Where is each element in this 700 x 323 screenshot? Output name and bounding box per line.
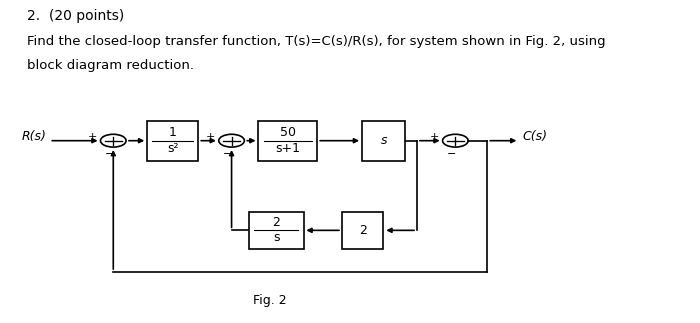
Text: −: − — [223, 149, 232, 159]
Text: +: + — [88, 132, 97, 142]
Text: s: s — [273, 231, 279, 244]
Text: 2.  (20 points): 2. (20 points) — [27, 9, 124, 23]
Text: s: s — [381, 134, 387, 147]
Text: s+1: s+1 — [275, 142, 300, 155]
FancyBboxPatch shape — [147, 121, 198, 161]
Text: Fig. 2: Fig. 2 — [253, 294, 287, 307]
Text: 2: 2 — [272, 216, 280, 229]
FancyBboxPatch shape — [362, 121, 405, 161]
FancyBboxPatch shape — [249, 212, 304, 249]
Text: block diagram reduction.: block diagram reduction. — [27, 59, 194, 72]
Text: 2: 2 — [358, 224, 367, 237]
Text: +: + — [429, 132, 439, 142]
Text: −: − — [447, 149, 456, 159]
Text: −: − — [105, 149, 114, 159]
Text: 50: 50 — [280, 126, 296, 139]
FancyBboxPatch shape — [258, 121, 317, 161]
Text: 1: 1 — [169, 126, 176, 139]
Text: s²: s² — [167, 142, 178, 155]
FancyBboxPatch shape — [342, 212, 384, 249]
Text: Find the closed-loop transfer function, T(s)=C(s)/R(s), for system shown in Fig.: Find the closed-loop transfer function, … — [27, 35, 605, 48]
Text: +: + — [206, 132, 215, 142]
Text: C(s): C(s) — [522, 130, 547, 143]
Text: R(s): R(s) — [21, 130, 46, 143]
